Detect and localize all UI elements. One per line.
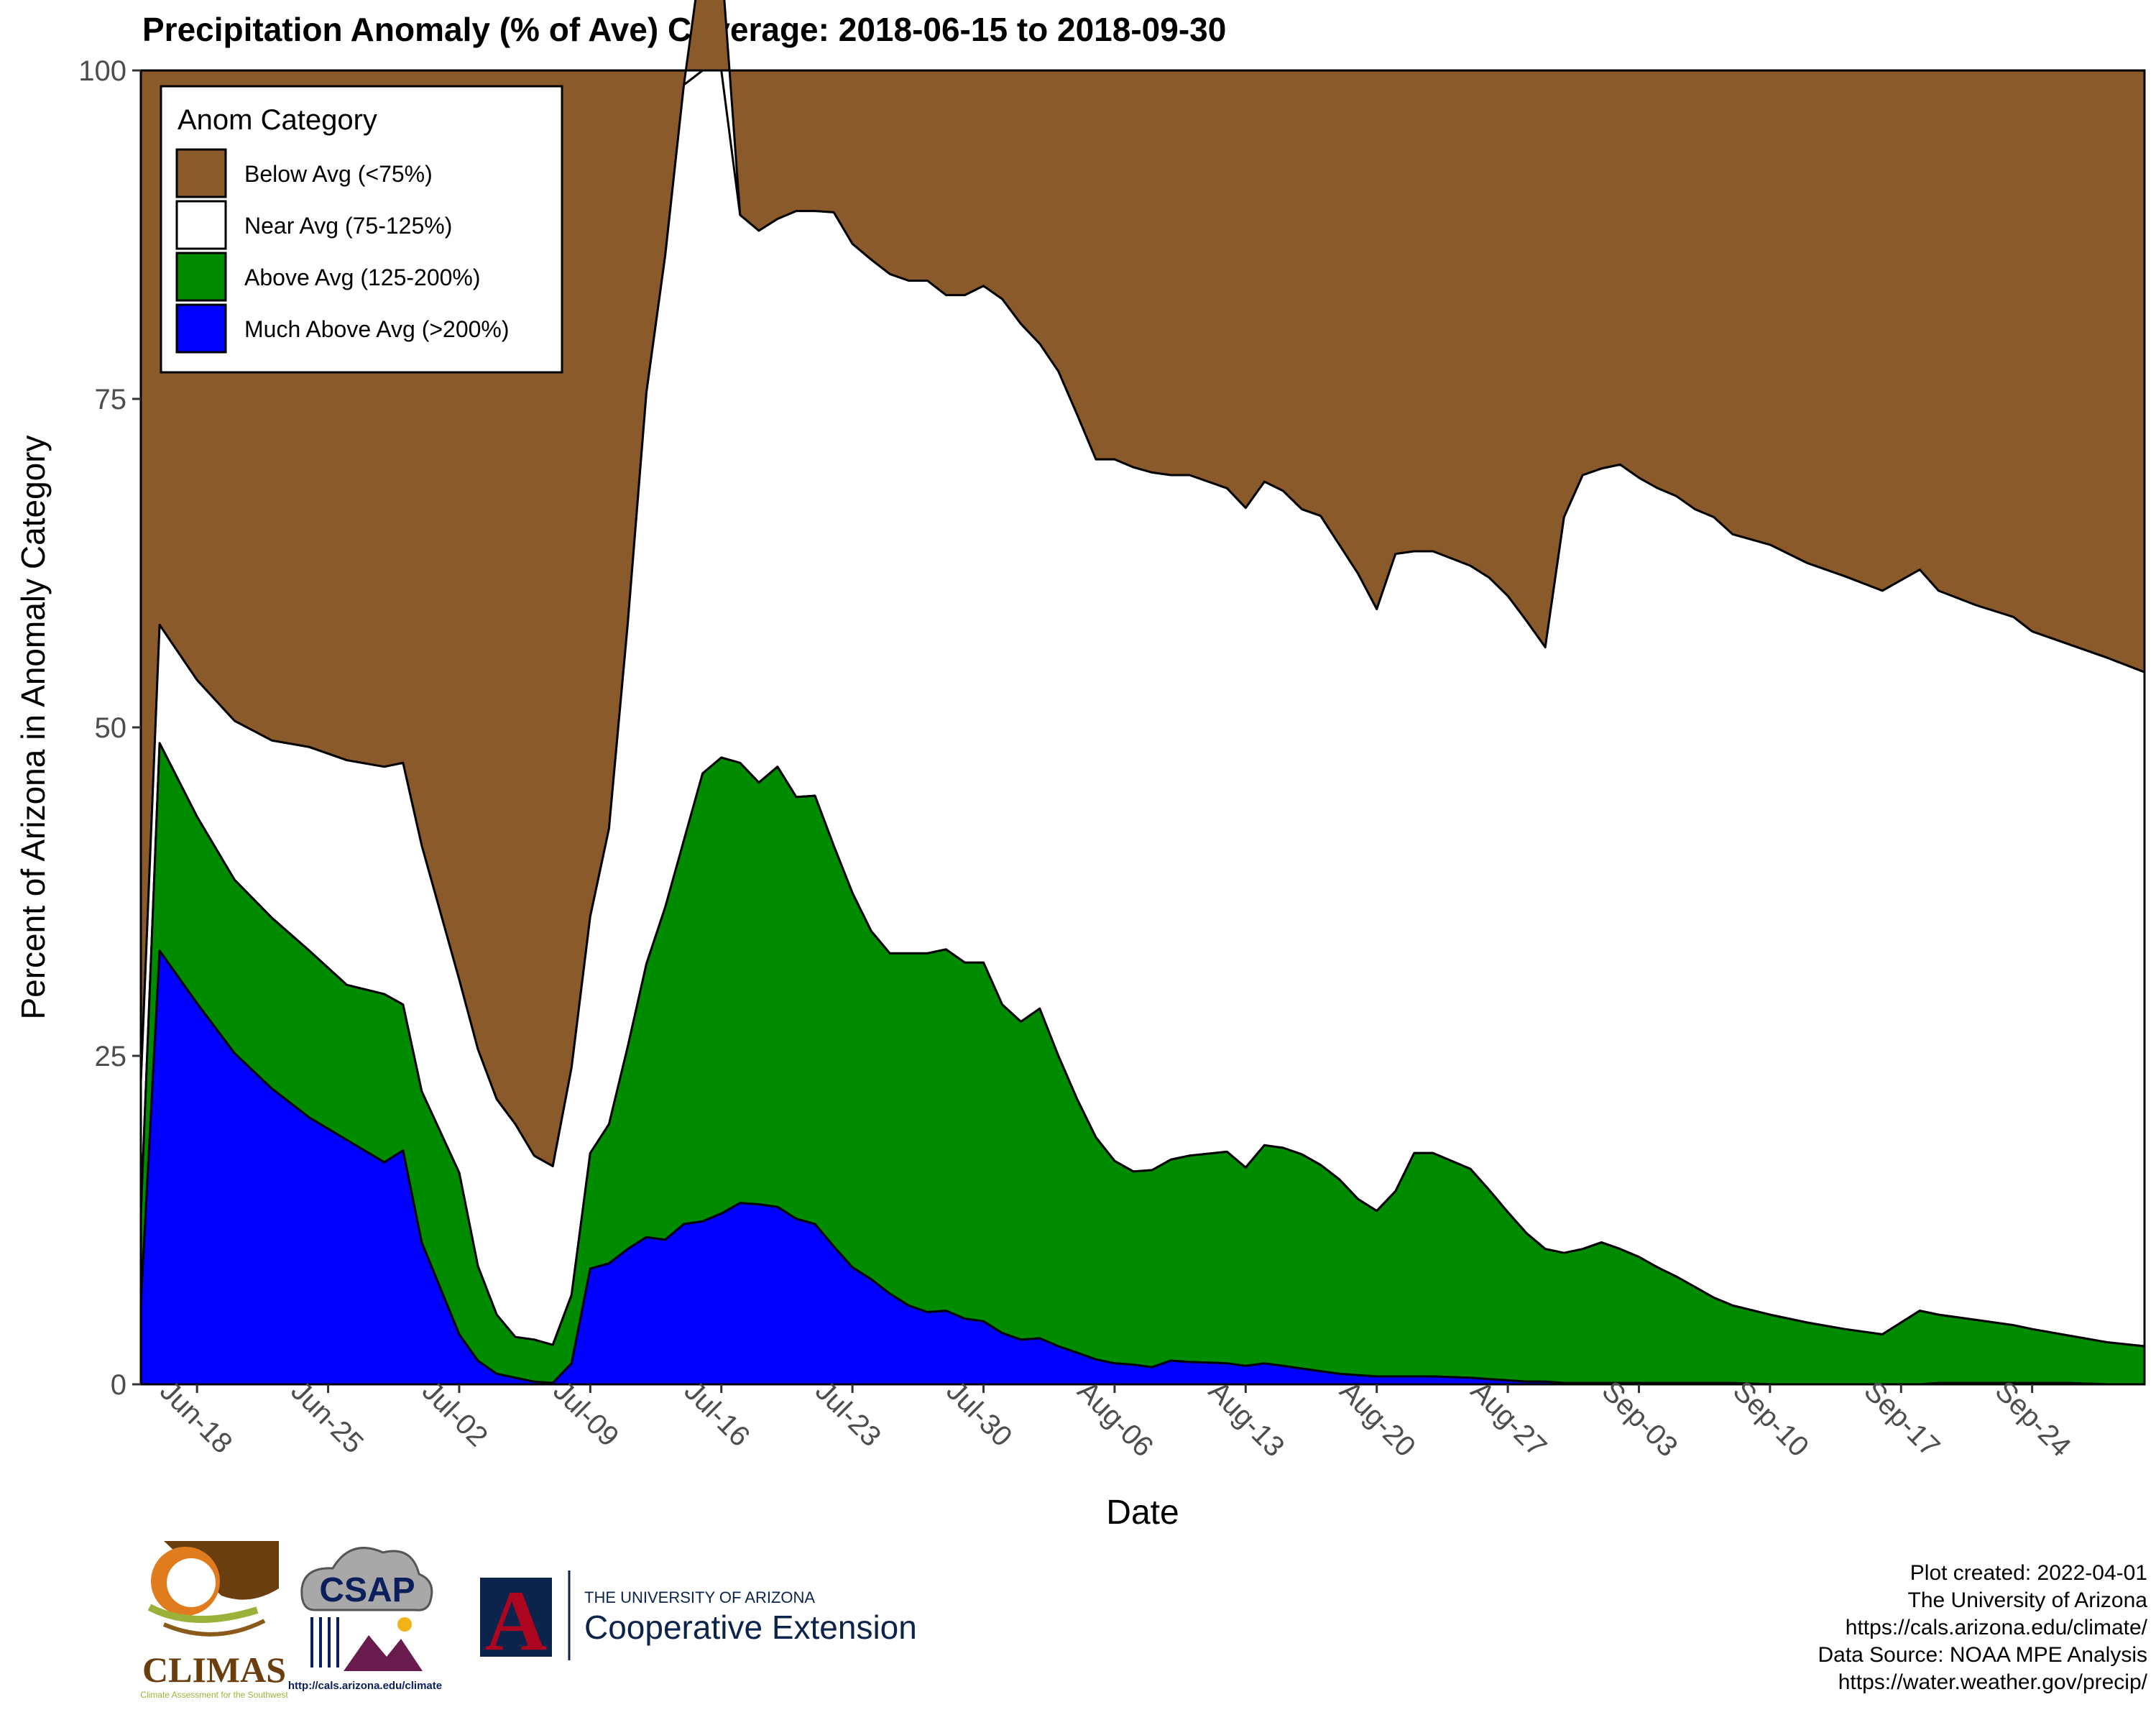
csap-logo: CSAP http://cals.arizona.edu/climate xyxy=(288,1547,442,1692)
ua-block-a: A xyxy=(485,1573,548,1668)
legend-label: Above Avg (125-200%) xyxy=(244,264,481,290)
legend-swatch xyxy=(175,303,227,354)
legend-box xyxy=(160,85,563,374)
legend-swatch xyxy=(175,200,227,250)
x-tick-label: Jul-23 xyxy=(809,1375,887,1453)
y-tick-label: 0 xyxy=(111,1369,126,1401)
y-axis-title: Percent of Arizona in Anomaly Category xyxy=(14,435,52,1019)
x-axis-title: Date xyxy=(1106,1494,1179,1531)
x-tick-label: Jul-09 xyxy=(547,1375,625,1453)
credit-university: The University of Arizona xyxy=(1907,1588,2147,1612)
ua-cooperative-extension: Cooperative Extension xyxy=(584,1609,917,1646)
plot-credits: Plot created: 2022-04-01 The University … xyxy=(1818,1560,2147,1696)
legend-label: Much Above Avg (>200%) xyxy=(244,316,510,342)
chart-title: Precipitation Anomaly (% of Ave) Coverag… xyxy=(142,11,1227,48)
climas-wordmark: CLIMAS xyxy=(142,1650,286,1690)
ua-name: THE UNIVERSITY OF ARIZONA xyxy=(584,1588,815,1606)
x-tick-label: Jul-02 xyxy=(416,1375,494,1453)
y-tick-label: 100 xyxy=(78,55,126,87)
legend-swatch xyxy=(175,252,227,302)
chart-areas xyxy=(139,0,2146,1386)
credit-data-source: Data Source: NOAA MPE Analysis xyxy=(1818,1643,2147,1667)
climas-logo: CLIMAS Climate Assessment for the Southw… xyxy=(140,1541,288,1700)
climas-tagline: Climate Assessment for the Southwest xyxy=(140,1690,288,1700)
y-tick-label: 75 xyxy=(95,384,127,415)
x-tick-label: Jul-16 xyxy=(678,1375,756,1453)
credit-climate-url: https://cals.arizona.edu/climate/ xyxy=(1845,1616,2147,1639)
university-of-arizona-logo: A THE UNIVERSITY OF ARIZONA Cooperative … xyxy=(480,1570,917,1668)
legend-label: Near Avg (75-125%) xyxy=(244,213,452,239)
y-tick-label: 25 xyxy=(95,1041,127,1072)
credit-created: Plot created: 2022-04-01 xyxy=(1909,1561,2147,1585)
chart-legend: Anom Category Below Avg (<75%) Near Avg (… xyxy=(160,85,563,374)
credit-precip-url: https://water.weather.gov/precip/ xyxy=(1838,1670,2147,1694)
csap-wordmark: CSAP xyxy=(319,1571,415,1609)
y-axis: 0 25 50 75 100 xyxy=(78,55,141,1401)
legend-label: Below Avg (<75%) xyxy=(244,161,433,187)
x-axis: Jun-18 Jun-25 Jul-02 Jul-09 Jul-16 Jul-23 Jul-… xyxy=(154,1375,2077,1463)
footer-logos: CLIMAS Climate Assessment for the Southw… xyxy=(135,1538,1026,1703)
csap-url: http://cals.arizona.edu/climate xyxy=(288,1680,442,1692)
x-tick-label: Jul-30 xyxy=(940,1375,1018,1453)
legend-swatch xyxy=(175,148,227,198)
y-tick-label: 50 xyxy=(95,712,127,744)
legend-title: Anom Category xyxy=(178,104,377,136)
